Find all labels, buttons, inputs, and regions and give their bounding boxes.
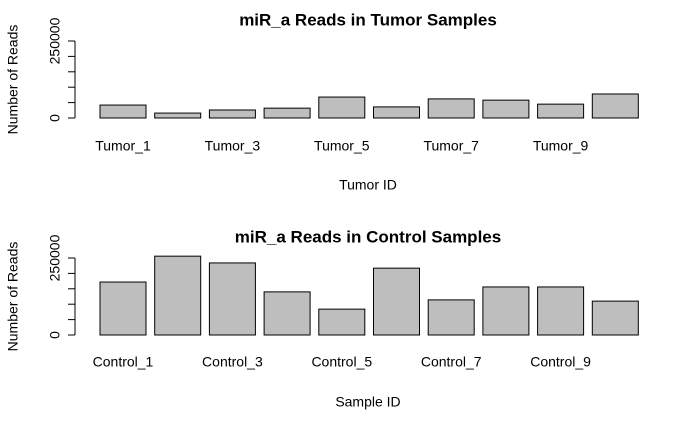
- bar: [263, 291, 311, 336]
- bar: [99, 104, 147, 119]
- chart-title: miR_a Reads in Control Samples: [235, 227, 501, 246]
- bar: [263, 107, 311, 119]
- bar: [318, 96, 366, 119]
- chart-title: miR_a Reads in Tumor Samples: [239, 10, 497, 29]
- bar: [208, 109, 256, 119]
- x-tick-label: Control_5: [311, 354, 372, 370]
- bar: [373, 106, 420, 119]
- bar: [318, 308, 366, 336]
- x-tick-label: Tumor_1: [95, 138, 151, 154]
- x-tick-label: Control_7: [421, 354, 482, 370]
- x-tick-label: Tumor_5: [314, 138, 370, 154]
- bar: [154, 255, 202, 336]
- bar: [537, 286, 585, 336]
- x-tick-label: Tumor_9: [533, 138, 589, 154]
- x-tick-label: Tumor_3: [205, 138, 261, 154]
- y-tick-label: 0: [47, 114, 63, 122]
- x-axis-title: Tumor ID: [339, 177, 397, 193]
- y-tick-label: 0: [47, 331, 63, 339]
- y-axis-title: Number of Reads: [5, 242, 21, 352]
- bar: [208, 262, 256, 336]
- bar: [154, 112, 202, 119]
- y-axis-title: Number of Reads: [5, 25, 21, 135]
- y-tick-label: 250000: [47, 17, 63, 64]
- x-tick-label: Tumor_7: [423, 138, 479, 154]
- bar: [99, 281, 147, 336]
- bar: [427, 299, 475, 336]
- x-tick-label: Control_3: [202, 354, 263, 370]
- y-tick-label: 250000: [47, 234, 63, 281]
- x-tick-label: Control_9: [530, 354, 591, 370]
- x-axis-title: Sample ID: [335, 394, 400, 410]
- bar: [482, 99, 530, 119]
- bar: [591, 300, 639, 336]
- bar: [537, 103, 585, 119]
- bar: [427, 98, 475, 119]
- bar: [373, 267, 420, 336]
- x-tick-label: Control_1: [93, 354, 154, 370]
- bar: [591, 93, 639, 119]
- bar: [482, 286, 530, 336]
